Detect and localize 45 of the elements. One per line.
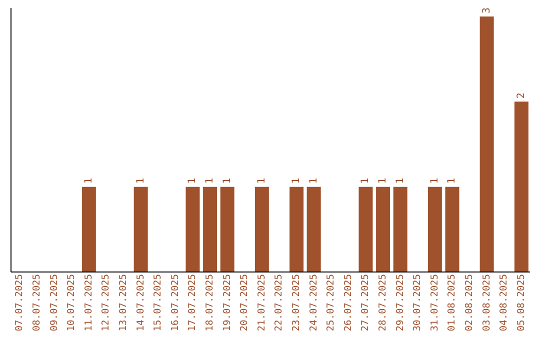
data-label: 1 [308,178,320,184]
x-tick-label: 02.08.2025 [464,274,475,332]
x-tick-label: 05.08.2025 [516,274,527,332]
x-tick-label: 24.07.2025 [308,274,320,332]
x-tick-label: 22.07.2025 [274,274,285,332]
x-tick-label: 20.07.2025 [239,274,250,332]
x-tick-label: 19.07.2025 [222,274,233,332]
x-tick-label: 13.07.2025 [118,274,129,332]
x-tick-label: 01.08.2025 [446,274,458,332]
data-label: 1 [429,178,440,184]
data-label: 2 [516,92,527,99]
x-tick-label: 15.07.2025 [152,274,164,332]
x-tick-label: 04.08.2025 [498,274,510,332]
x-tick-label: 14.07.2025 [135,274,146,332]
data-label: 1 [83,178,94,184]
x-tick-label: 28.07.2025 [377,274,388,332]
data-label: 1 [204,178,216,184]
data-label: 3 [481,7,492,14]
data-label: 1 [378,178,389,184]
data-label: 1 [291,178,302,184]
data-label: 1 [135,178,146,184]
data-label: 1 [394,178,406,184]
x-tick-label: 25.07.2025 [326,274,337,332]
x-tick-label: 26.07.2025 [342,274,354,332]
x-tick-label: 10.07.2025 [66,274,78,332]
data-label: 1 [446,178,458,184]
data-label: 1 [256,178,268,184]
x-tick-label: 17.07.2025 [187,274,198,332]
x-tick-label: 16.07.2025 [170,274,181,332]
x-tick-label: 31.07.2025 [429,274,440,332]
x-tick-label: 18.07.2025 [204,274,216,332]
data-label: 1 [222,178,233,184]
x-tick-label: 08.07.2025 [31,274,42,332]
x-tick-label: 30.07.2025 [412,274,424,332]
x-tick-label: 27.07.2025 [360,274,372,332]
x-tick-label: 09.07.2025 [48,274,60,332]
data-label: 1 [360,178,372,184]
x-tick-label: 21.07.2025 [256,274,268,332]
data-label: 1 [187,178,198,184]
x-tick-label: 23.07.2025 [290,274,302,332]
x-tick-label: 07.07.2025 [14,274,26,332]
x-tick-label: 03.08.2025 [481,274,492,332]
x-tick-label: 29.07.2025 [394,274,406,332]
x-tick-label: 11.07.2025 [83,274,94,332]
x-tick-label: 12.07.2025 [100,274,112,332]
